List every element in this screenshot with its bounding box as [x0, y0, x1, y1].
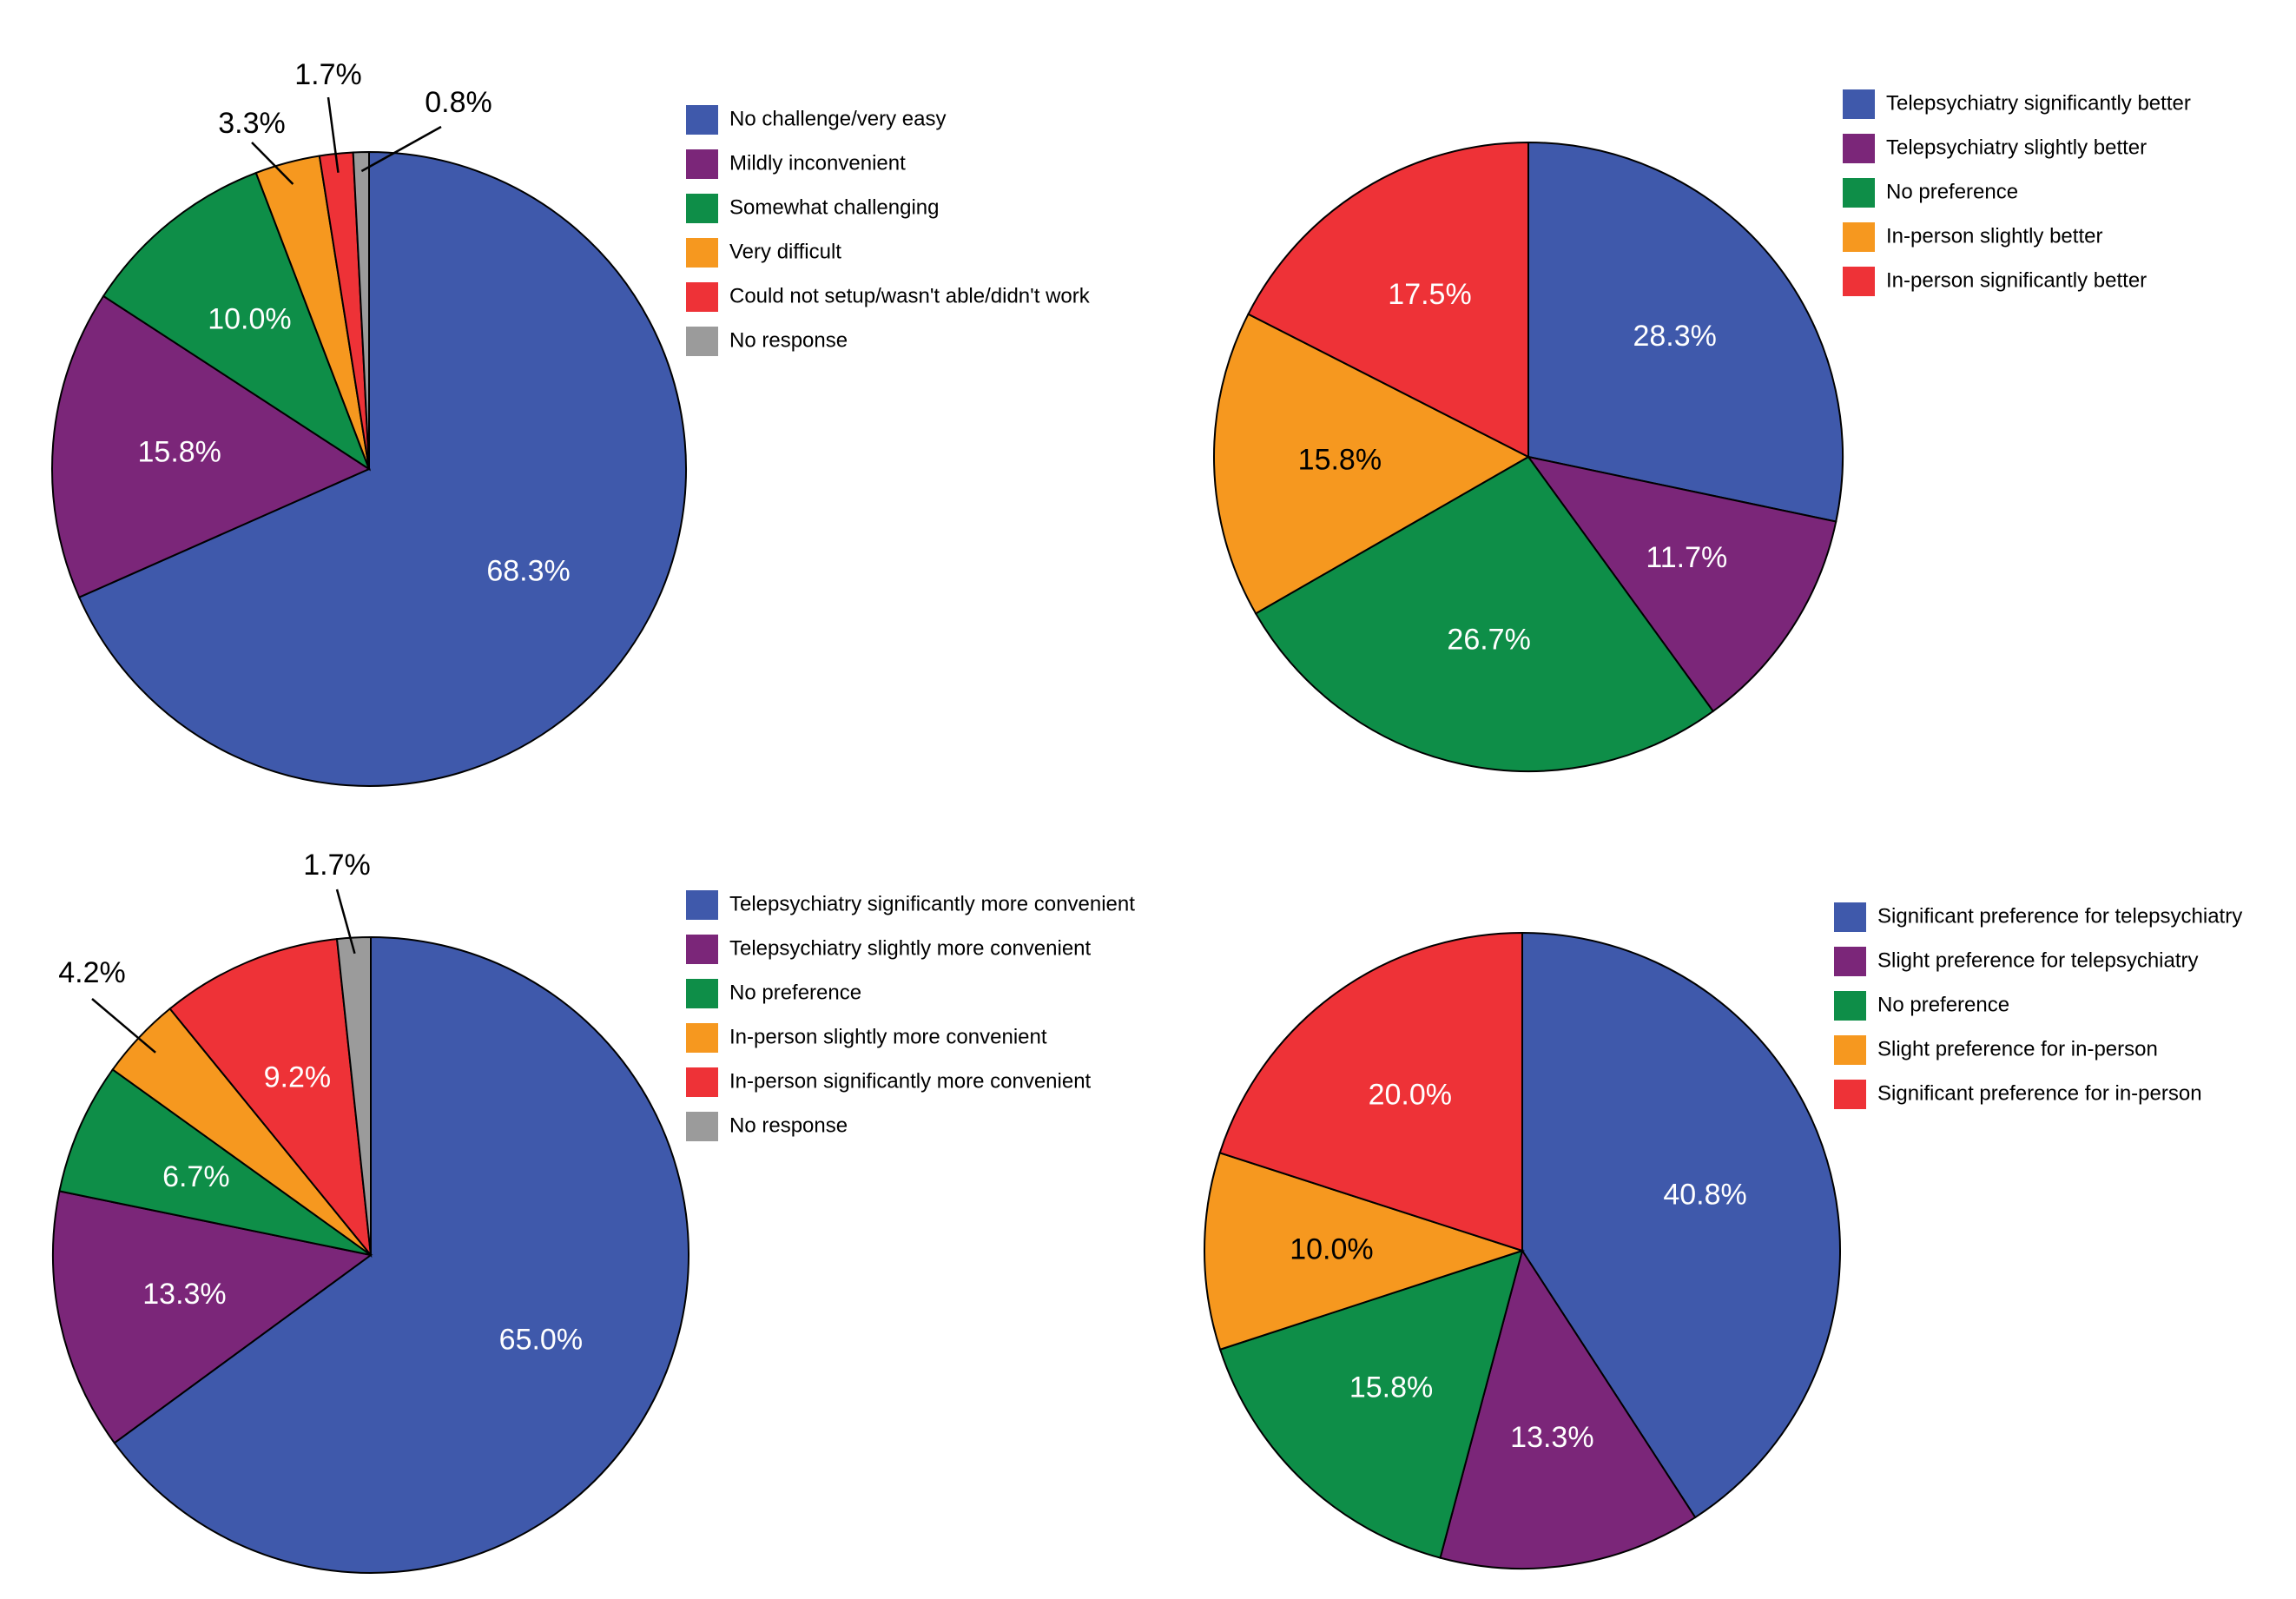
legend-swatch [1834, 902, 1866, 932]
legend-label: In-person significantly better [1886, 268, 2147, 292]
legend-label: Telepsychiatry significantly better [1886, 91, 2191, 115]
leader-line [327, 96, 340, 173]
legend-label: Significant preference for telepsychiatr… [1877, 904, 2242, 928]
slice-value-label: 13.3% [142, 1278, 226, 1311]
pie-chart-4: 40.8% 13.3% 15.8% 10.0% 20.0% Significant pre… [1204, 902, 2242, 1569]
slice-value-label: 0.8% [425, 86, 492, 119]
pie-slice [51, 294, 372, 599]
pie-slice [102, 171, 372, 472]
legend-swatch [686, 282, 718, 312]
slice-value-label: 10.0% [1290, 1232, 1373, 1265]
legend-label: In-person slightly more convenient [729, 1025, 1047, 1048]
slice-value-label: 26.7% [1447, 623, 1530, 656]
slice-value-label: 13.3% [1510, 1421, 1593, 1454]
pie-chart-1: 68.3% 15.8% 10.0% 3.3%1.7% 0.8% No challenge/… [51, 58, 1091, 787]
slice-value-label: 65.0% [499, 1323, 583, 1356]
slice-value-label: 11.7% [1646, 541, 1727, 574]
pie-slice [113, 935, 689, 1574]
legend-swatch [686, 979, 718, 1008]
pie-slice [52, 1190, 373, 1444]
legend-label: Mildly inconvenient [729, 151, 906, 175]
legend-label: No response [729, 1113, 848, 1137]
legend: Telepsychiatry significantly more conven… [686, 890, 1135, 1141]
pie-slice [352, 150, 370, 470]
legend-label: Slight preference for in-person [1877, 1037, 2158, 1060]
slice-value-label: 17.5% [1388, 278, 1471, 311]
slice-value-label: 20.0% [1369, 1078, 1452, 1111]
pie-slice [1254, 455, 1715, 772]
slice-value-label: 3.3% [218, 107, 286, 140]
legend-swatch [686, 149, 718, 179]
pie-slice [168, 937, 373, 1259]
legend-label: Telepsychiatry slightly better [1886, 135, 2147, 159]
legend-swatch [686, 1067, 718, 1097]
legend-label: In-person slightly better [1886, 224, 2102, 248]
pie-slice [1527, 141, 1844, 523]
legend-label: In-person significantly more convenient [729, 1069, 1092, 1093]
legend-label: Could not setup/wasn't able/didn't work [729, 284, 1091, 307]
pie-slice [1204, 1152, 1526, 1351]
legend-swatch [686, 890, 718, 920]
slice-value-label: 15.8% [1349, 1371, 1433, 1404]
legend-swatch [686, 327, 718, 356]
slice-value-label: 1.7% [303, 849, 371, 882]
pie-slice [1526, 455, 1837, 713]
pie-chart-2: 28.3% 11.7% 26.7% 15.8% 17.5% Telepsychiatry … [1213, 89, 2191, 772]
legend-label: No preference [1877, 993, 2009, 1016]
legend-swatch [686, 1023, 718, 1053]
slice-value-label: 28.3% [1633, 320, 1716, 353]
slice-value-label: 10.0% [208, 303, 291, 336]
legend-swatch [1843, 89, 1875, 119]
legend-swatch [686, 238, 718, 268]
legend-swatch [686, 1112, 718, 1141]
legend-label: Significant preference for in-person [1877, 1081, 2202, 1105]
slice-value-label: 1.7% [294, 58, 362, 91]
legend-label: Telepsychiatry slightly more convenient [729, 936, 1092, 960]
slice-value-label: 4.2% [58, 956, 126, 989]
pie-slice [1439, 1248, 1697, 1569]
slice-value-label: 9.2% [264, 1060, 332, 1094]
pie-slice [1218, 1249, 1524, 1559]
legend-label: No preference [1886, 180, 2018, 203]
legend: Significant preference for telepsychiatr… [1834, 902, 2242, 1109]
leader-line [360, 125, 442, 173]
pie-slice [77, 150, 687, 787]
pie-slice [1213, 313, 1531, 615]
legend-swatch [1834, 1080, 1866, 1109]
slice-value-label: 15.8% [1298, 443, 1382, 476]
legend-swatch [1834, 1035, 1866, 1065]
legend: Telepsychiatry significantly better Telep… [1843, 89, 2191, 296]
slice-value-label: 40.8% [1663, 1179, 1746, 1212]
leader-line [91, 998, 156, 1054]
legend-swatch [1843, 178, 1875, 208]
slice-value-label: 6.7% [162, 1160, 230, 1193]
slice-value-label: 68.3% [486, 554, 570, 587]
pie-slice [1247, 141, 1529, 459]
pie-slice [1521, 931, 1841, 1519]
legend-label: Somewhat challenging [729, 195, 940, 219]
legend-swatch [1843, 134, 1875, 163]
legend-label: Very difficult [729, 240, 841, 263]
legend-swatch [1834, 947, 1866, 976]
legend: No challenge/very easy Mildly inconvenien… [686, 105, 1091, 356]
legend-swatch [686, 105, 718, 135]
legend-swatch [1843, 267, 1875, 296]
legend-swatch [1843, 222, 1875, 252]
pie-slice [335, 935, 372, 1256]
legend-label: No challenge/very easy [729, 107, 946, 130]
slice-value-label: 15.8% [138, 435, 221, 468]
legend-label: No preference [729, 981, 861, 1004]
legend-swatch [686, 935, 718, 964]
legend-swatch [1834, 991, 1866, 1021]
legend-label: No response [729, 328, 848, 352]
leader-line [251, 142, 294, 185]
pie-slice [1218, 931, 1523, 1252]
legend-label: Slight preference for telepsychiatry [1877, 948, 2199, 972]
pie-chart-3: 65.0% 13.3% 6.7% 4.2% 9.2% 1.7% Telepsychiatry… [52, 849, 1135, 1574]
legend-label: Telepsychiatry significantly more conven… [729, 892, 1135, 915]
pie-slice [58, 1068, 372, 1256]
leader-line [335, 889, 356, 955]
legend-swatch [686, 194, 718, 223]
